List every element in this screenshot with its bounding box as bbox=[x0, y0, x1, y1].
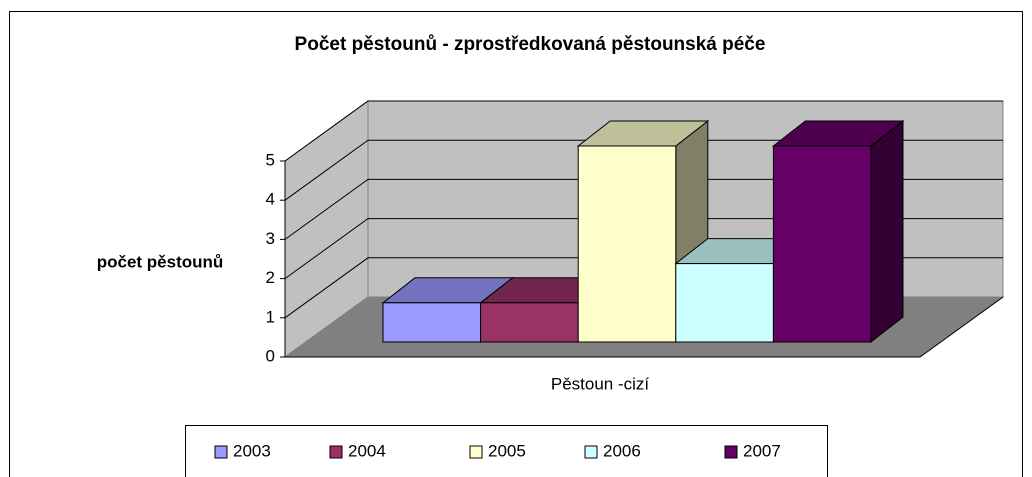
x-tick-label: Pěstoun -cizí bbox=[551, 374, 650, 393]
bar bbox=[772, 145, 872, 343]
legend-label: 2006 bbox=[603, 441, 641, 460]
legend-label: 2007 bbox=[743, 441, 781, 460]
legend-swatch bbox=[469, 445, 483, 459]
y-axis-label: počet pěstounů bbox=[97, 252, 224, 271]
legend-swatch bbox=[214, 445, 228, 459]
bar bbox=[577, 145, 677, 343]
legend-box bbox=[185, 425, 828, 477]
legend-swatch bbox=[724, 445, 738, 459]
chart-title: Počet pěstounů - zprostředkovaná pěstoun… bbox=[295, 34, 766, 55]
bar bbox=[382, 302, 482, 343]
y-tick-label: 2 bbox=[266, 268, 275, 287]
legend-swatch bbox=[584, 445, 598, 459]
grid-line bbox=[284, 100, 1003, 162]
y-tick-label: 5 bbox=[266, 150, 275, 169]
bar-side bbox=[870, 119, 904, 344]
y-tick-label: 3 bbox=[266, 229, 275, 248]
y-tick-label: 0 bbox=[266, 346, 275, 365]
legend-label: 2005 bbox=[488, 441, 526, 460]
bar bbox=[675, 263, 774, 343]
legend-label: 2004 bbox=[348, 441, 386, 460]
bar bbox=[480, 302, 579, 343]
legend-swatch bbox=[329, 445, 343, 459]
y-tick-label: 1 bbox=[266, 307, 275, 326]
legend-label: 2003 bbox=[233, 441, 271, 460]
y-tick-label: 4 bbox=[266, 190, 275, 209]
x-axis-depth bbox=[919, 296, 1004, 358]
